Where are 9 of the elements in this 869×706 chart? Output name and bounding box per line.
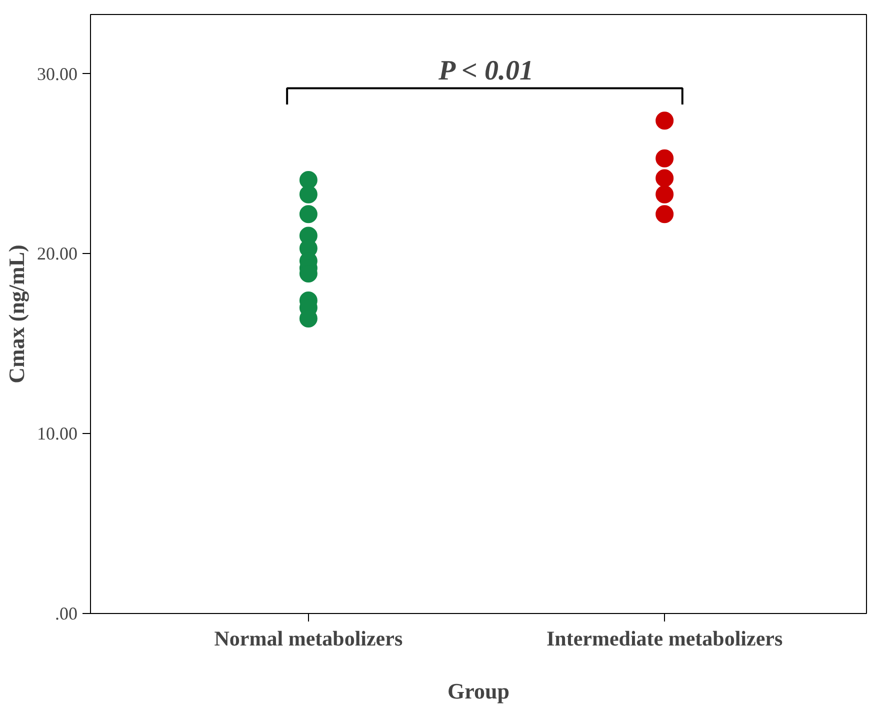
y-tick-label: 20.00 bbox=[37, 244, 78, 264]
x-tick-label: Intermediate metabolizers bbox=[546, 626, 783, 650]
x-tick-label: Normal metabolizers bbox=[214, 626, 403, 650]
y-tick-label: .00 bbox=[55, 604, 78, 624]
y-tick-label: 10.00 bbox=[37, 424, 78, 444]
y-axis-title: Cmax (ng/mL) bbox=[4, 244, 29, 384]
x-axis-title: Group bbox=[448, 678, 510, 704]
annotation: P < 0.01 bbox=[437, 55, 534, 86]
y-tick-label: 30.00 bbox=[37, 64, 78, 84]
